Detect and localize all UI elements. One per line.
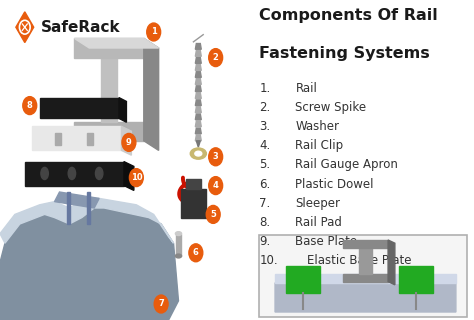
- Polygon shape: [74, 38, 144, 58]
- Polygon shape: [195, 135, 201, 141]
- FancyBboxPatch shape: [259, 235, 467, 317]
- Polygon shape: [195, 100, 201, 106]
- Polygon shape: [87, 192, 90, 224]
- Text: 9: 9: [126, 138, 132, 147]
- Text: 8.: 8.: [259, 216, 270, 229]
- Polygon shape: [175, 234, 182, 256]
- Polygon shape: [0, 198, 173, 243]
- Text: 5.: 5.: [259, 158, 270, 172]
- Text: 10.: 10.: [259, 254, 278, 268]
- Text: 8: 8: [27, 101, 33, 110]
- Polygon shape: [195, 107, 201, 113]
- Text: Plastic Dowel: Plastic Dowel: [295, 178, 374, 191]
- Polygon shape: [275, 274, 456, 312]
- Polygon shape: [40, 98, 119, 118]
- Text: 2: 2: [213, 53, 219, 62]
- Polygon shape: [101, 58, 118, 122]
- Circle shape: [129, 169, 143, 187]
- Polygon shape: [195, 93, 201, 99]
- Text: Components Of Rail: Components Of Rail: [259, 8, 438, 23]
- Circle shape: [189, 244, 203, 262]
- Circle shape: [206, 205, 220, 223]
- Ellipse shape: [175, 232, 182, 236]
- Text: 9.: 9.: [259, 235, 271, 248]
- Ellipse shape: [68, 167, 76, 180]
- Polygon shape: [25, 162, 124, 186]
- Text: 6: 6: [193, 248, 199, 257]
- Text: 3.: 3.: [259, 120, 270, 133]
- Polygon shape: [195, 72, 201, 77]
- Polygon shape: [195, 114, 201, 120]
- Circle shape: [209, 148, 223, 166]
- Ellipse shape: [190, 148, 206, 159]
- Text: Washer: Washer: [295, 120, 339, 133]
- Circle shape: [209, 49, 223, 67]
- Polygon shape: [359, 248, 372, 274]
- Circle shape: [147, 23, 161, 41]
- Text: Base Plate: Base Plate: [295, 235, 357, 248]
- Text: 3: 3: [213, 152, 219, 161]
- Text: 7: 7: [158, 300, 164, 308]
- FancyBboxPatch shape: [400, 266, 433, 293]
- Text: Rail Clip: Rail Clip: [295, 139, 344, 152]
- Polygon shape: [196, 141, 201, 147]
- Polygon shape: [74, 122, 144, 141]
- Polygon shape: [195, 128, 201, 134]
- Polygon shape: [87, 133, 93, 145]
- Polygon shape: [195, 51, 201, 56]
- Polygon shape: [55, 192, 99, 208]
- Text: 4.: 4.: [259, 139, 271, 152]
- Polygon shape: [124, 162, 134, 190]
- Polygon shape: [343, 240, 388, 248]
- Text: 6.: 6.: [259, 178, 271, 191]
- Circle shape: [209, 177, 223, 195]
- Text: Fastening Systems: Fastening Systems: [259, 46, 430, 61]
- Polygon shape: [195, 44, 201, 49]
- Polygon shape: [181, 189, 206, 218]
- Polygon shape: [144, 38, 159, 150]
- Text: Elastic Base Plate: Elastic Base Plate: [307, 254, 411, 268]
- Ellipse shape: [41, 167, 48, 180]
- Polygon shape: [16, 12, 34, 43]
- Text: SafeRack: SafeRack: [40, 20, 120, 35]
- Text: 1: 1: [151, 28, 156, 36]
- FancyBboxPatch shape: [286, 266, 320, 293]
- Polygon shape: [193, 34, 204, 42]
- Polygon shape: [195, 65, 201, 70]
- Polygon shape: [55, 133, 61, 145]
- Circle shape: [122, 133, 136, 151]
- Ellipse shape: [175, 254, 182, 258]
- Polygon shape: [67, 192, 70, 224]
- Polygon shape: [275, 274, 456, 283]
- Ellipse shape: [95, 167, 103, 180]
- Text: Screw Spike: Screw Spike: [295, 101, 366, 114]
- Text: 5: 5: [210, 210, 216, 219]
- Text: 7.: 7.: [259, 197, 271, 210]
- Text: Rail Gauge Apron: Rail Gauge Apron: [295, 158, 398, 172]
- Text: 4: 4: [213, 181, 219, 190]
- Text: 2.: 2.: [259, 101, 271, 114]
- Polygon shape: [195, 86, 201, 92]
- Text: Rail Pad: Rail Pad: [295, 216, 342, 229]
- Polygon shape: [186, 179, 201, 189]
- Circle shape: [154, 295, 168, 313]
- Polygon shape: [0, 208, 179, 320]
- Text: 1.: 1.: [259, 82, 271, 95]
- Text: Sleeper: Sleeper: [295, 197, 340, 210]
- Text: 10: 10: [130, 173, 142, 182]
- Polygon shape: [121, 126, 131, 155]
- Polygon shape: [343, 274, 388, 282]
- Text: Rail: Rail: [295, 82, 317, 95]
- Polygon shape: [195, 121, 201, 127]
- Polygon shape: [195, 79, 201, 84]
- Polygon shape: [32, 126, 121, 150]
- Polygon shape: [74, 38, 159, 48]
- Polygon shape: [195, 58, 201, 63]
- Polygon shape: [119, 98, 127, 122]
- Polygon shape: [388, 240, 395, 285]
- Ellipse shape: [195, 151, 202, 156]
- Circle shape: [23, 97, 36, 115]
